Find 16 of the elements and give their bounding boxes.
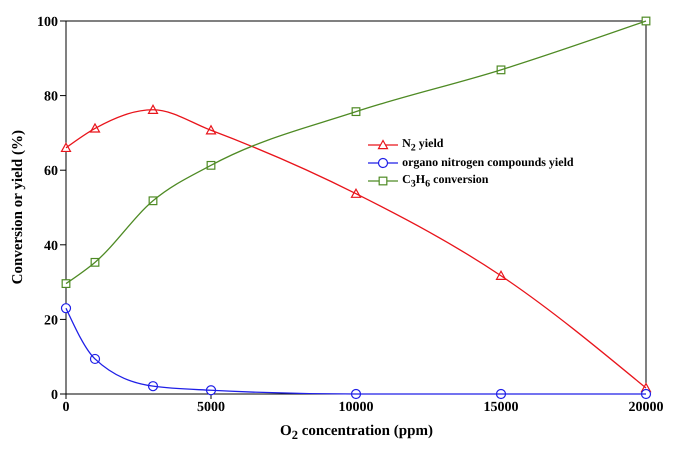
x-tick-label: 5000: [197, 400, 225, 415]
legend-label: organo nitrogen compounds yield: [402, 155, 574, 170]
y-tick-label: 20: [44, 313, 58, 328]
x-tick-label: 0: [62, 400, 70, 415]
y-tick-label: 40: [44, 238, 58, 254]
legend-label: N$_{2}$ yield: [402, 136, 444, 154]
y-tick-label: 100: [37, 14, 58, 30]
y-tick-label: 0: [51, 388, 58, 403]
legend-label: C$_{3}$H$_{6}$ conversion: [402, 172, 488, 190]
x-tick-label: 20000: [628, 400, 664, 415]
y-tick-label: 60: [44, 164, 58, 180]
y-tick-label: 80: [44, 90, 58, 105]
x-axis-title: O$_{2}$ concentration (ppm): [279, 422, 434, 444]
x-tick-label: 10000: [338, 400, 374, 415]
x-tick-label: 15000: [484, 400, 518, 415]
y-axis-title: Conversion or yield (%): [10, 130, 26, 284]
